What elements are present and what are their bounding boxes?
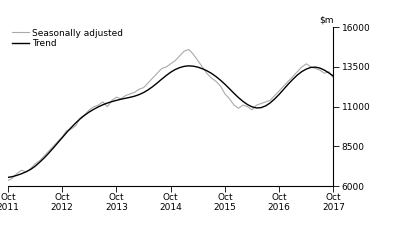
Trend (304, 68, 309, 70)
Trend (331, 75, 336, 78)
Line: Trend: Trend (8, 66, 333, 178)
Text: $m: $m (319, 15, 333, 24)
Legend: Seasonally adjusted, Trend: Seasonally adjusted, Trend (12, 29, 123, 48)
Seasonally adjusted (331, 77, 336, 79)
Seasonally adjusted (78, 116, 83, 119)
Trend (281, 88, 286, 91)
Seasonally adjusted (187, 48, 191, 51)
Seasonally adjusted (290, 75, 295, 78)
Line: Seasonally adjusted: Seasonally adjusted (8, 49, 333, 180)
Seasonally adjusted (281, 85, 286, 87)
Seasonally adjusted (6, 179, 10, 182)
Trend (290, 78, 295, 81)
Seasonally adjusted (168, 62, 173, 65)
Trend (187, 64, 191, 67)
Seasonally adjusted (304, 62, 309, 65)
Trend (78, 117, 83, 120)
Trend (6, 176, 10, 179)
Seasonally adjusted (114, 96, 119, 99)
Trend (114, 99, 119, 102)
Trend (168, 71, 173, 74)
